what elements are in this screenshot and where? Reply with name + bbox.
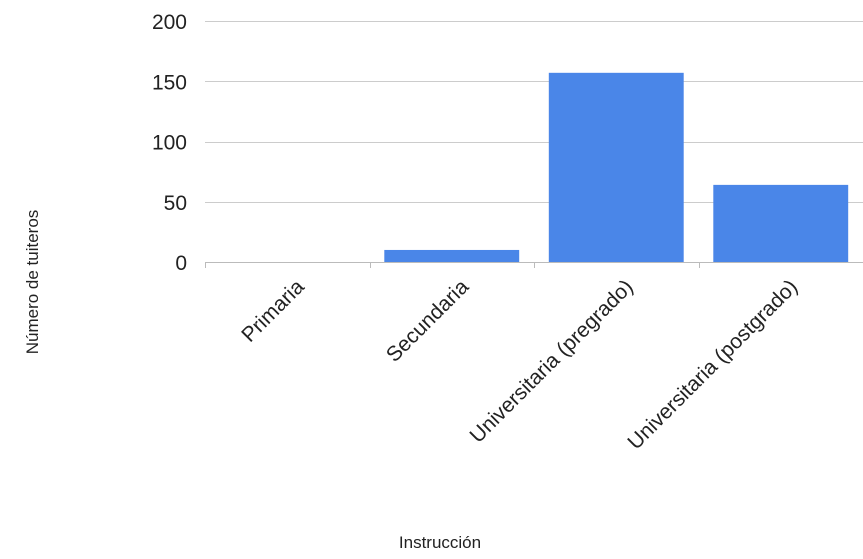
x-tick-label: Primaria (237, 275, 309, 347)
bar (713, 184, 849, 262)
y-tick-label: 50 (164, 192, 187, 215)
y-axis-title: Número de tuiteros (23, 210, 42, 355)
y-tick-label: 200 (152, 11, 187, 34)
y-tick-label: 100 (152, 132, 187, 155)
x-tick-label: Secundaria (382, 275, 474, 367)
x-axis (205, 262, 863, 268)
y-tick-label: 0 (175, 252, 187, 275)
bar (548, 72, 684, 262)
x-axis-title: Instrucción (399, 533, 481, 552)
x-tick-label: Universitaria (pregrado) (466, 275, 638, 447)
y-tick-label: 150 (152, 71, 187, 94)
y-tick-labels: 0 50 100 150 200 (152, 11, 187, 275)
bars (384, 72, 849, 262)
bar (384, 249, 520, 262)
x-tick-label: Universitaria (postgrado) (623, 275, 802, 454)
